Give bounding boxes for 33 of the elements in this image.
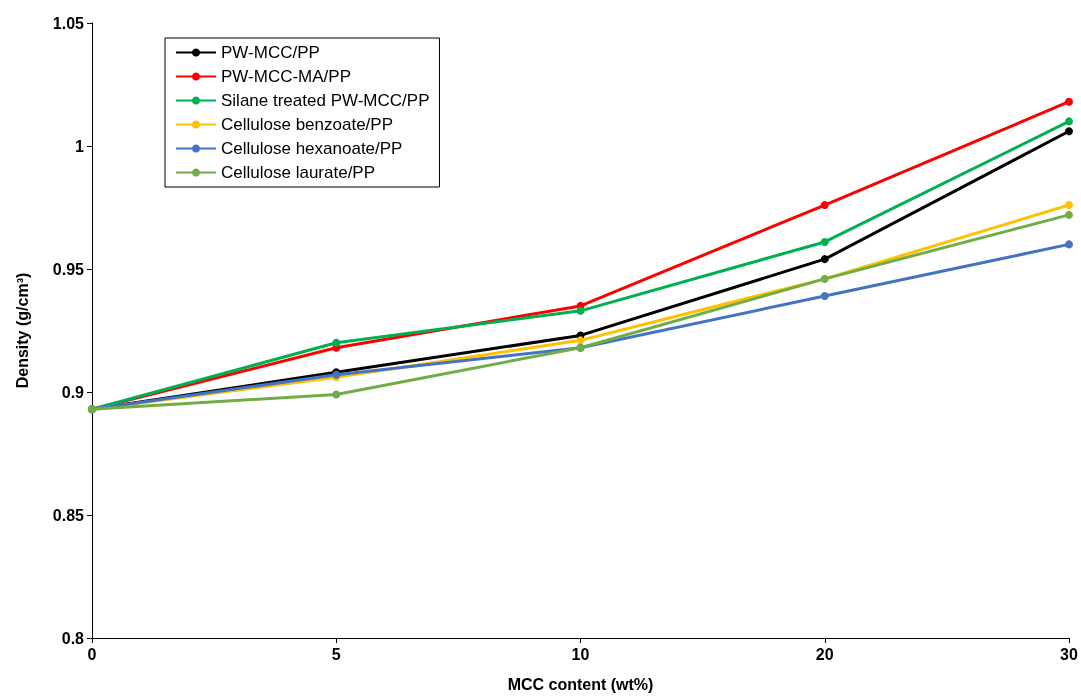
- y-tick-label: 0.8: [61, 629, 85, 647]
- y-tick-label: 0.9: [61, 383, 85, 401]
- point: [1065, 97, 1073, 106]
- y-tick-label: 0.95: [52, 260, 85, 278]
- x-tick-label: 10: [571, 645, 590, 663]
- legend-label: PW-MCC/PP: [221, 43, 320, 62]
- x-tick-label: 5: [331, 645, 341, 663]
- legend-label: Cellulose hexanoate/PP: [221, 139, 403, 158]
- point: [1065, 240, 1073, 249]
- point: [820, 255, 829, 264]
- x-tick-label: 0: [87, 645, 97, 663]
- legend-label: Cellulose benzoate/PP: [221, 115, 394, 134]
- x-tick-label: 30: [1060, 645, 1078, 663]
- point: [1065, 201, 1073, 210]
- point: [820, 237, 829, 246]
- x-axis-title: MCC content (wt%): [507, 675, 654, 693]
- point: [1065, 127, 1073, 136]
- point: [576, 336, 585, 345]
- legend-label: PW-MCC-MA/PP: [221, 67, 352, 86]
- point: [576, 306, 585, 315]
- x-tick-label: 20: [815, 645, 834, 663]
- point: [820, 201, 829, 210]
- legend-label: Cellulose laurate/PP: [221, 163, 376, 182]
- point: [820, 292, 829, 301]
- y-tick-label: 1: [75, 137, 85, 155]
- point: [332, 338, 341, 347]
- y-tick-label: 0.85: [52, 506, 85, 524]
- point: [1065, 210, 1073, 219]
- legend-label: Silane treated PW-MCC/PP: [221, 91, 430, 110]
- y-axis-title: Density (g/cm³): [13, 272, 31, 389]
- point: [332, 390, 341, 399]
- point: [1065, 117, 1073, 126]
- y-tick-label: 1.05: [52, 14, 85, 32]
